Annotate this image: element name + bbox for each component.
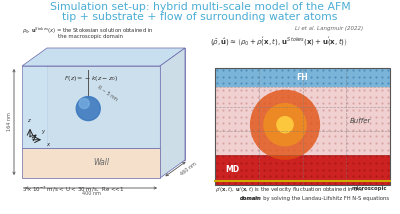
Text: the macroscopic domain: the macroscopic domain [58, 34, 124, 39]
Circle shape [263, 103, 307, 147]
Text: tip + substrate + flow of surrounding water atoms: tip + substrate + flow of surrounding wa… [62, 12, 338, 22]
Circle shape [76, 97, 100, 120]
Bar [215, 68, 390, 185]
Text: z: z [27, 118, 29, 123]
Text: $5 \times 10^{-7}$ m/s < U < 30 m/s,  Re <<1: $5 \times 10^{-7}$ m/s < U < 30 m/s, Re … [22, 185, 124, 194]
Circle shape [276, 116, 294, 134]
Polygon shape [47, 48, 185, 160]
Text: $\rho'(\mathbf{x},t)$, $\mathbf{u}'(\mathbf{x},t)$ is the velocity fluctuation o: $\rho'(\mathbf{x},t)$, $\mathbf{u}'(\mat… [215, 186, 364, 195]
Text: domain  by solving the Landau-Lifshitz FH N-S equations: domain by solving the Landau-Lifshitz FH… [240, 196, 389, 201]
Text: Buffer: Buffer [350, 118, 371, 124]
Text: domain: domain [240, 196, 262, 201]
Text: Li et al. Langmuir (2022): Li et al. Langmuir (2022) [295, 26, 363, 31]
Text: 400 nm: 400 nm [82, 191, 100, 196]
Text: Simulation set-up: hybrid multi-scale model of the AFM: Simulation set-up: hybrid multi-scale mo… [50, 2, 350, 12]
Polygon shape [22, 48, 185, 66]
Text: $\rho_0$, $\mathbf{u}^{Stokes}(x)$ = the Stokesian solution obtained in: $\rho_0$, $\mathbf{u}^{Stokes}(x)$ = the… [22, 26, 154, 36]
Bar [22, 66, 160, 148]
Text: FH: FH [297, 73, 308, 82]
Polygon shape [160, 48, 185, 178]
Text: Wall: Wall [93, 158, 109, 167]
Text: y: y [41, 129, 44, 134]
Text: R ~ 5 nm: R ~ 5 nm [96, 85, 118, 103]
Text: 460 nm: 460 nm [180, 161, 198, 177]
Bar [215, 155, 390, 185]
Text: $(\bar{\rho}, \hat{\mathbf{u}}) \approx \left(\rho_0 + \rho\'(\mathbf{x},t),\, \: $(\bar{\rho}, \hat{\mathbf{u}}) \approx … [210, 36, 348, 49]
Bar [215, 87, 390, 155]
Text: 164 nm: 164 nm [7, 113, 12, 131]
Text: MD: MD [226, 165, 240, 174]
Text: microscopic: microscopic [352, 186, 388, 191]
Text: $F(z) = -k(z - z_0)$: $F(z) = -k(z - z_0)$ [64, 74, 118, 83]
Circle shape [250, 90, 320, 160]
Bar [22, 148, 160, 178]
Bar [215, 68, 390, 87]
Text: x: x [46, 142, 49, 147]
Circle shape [79, 99, 89, 108]
